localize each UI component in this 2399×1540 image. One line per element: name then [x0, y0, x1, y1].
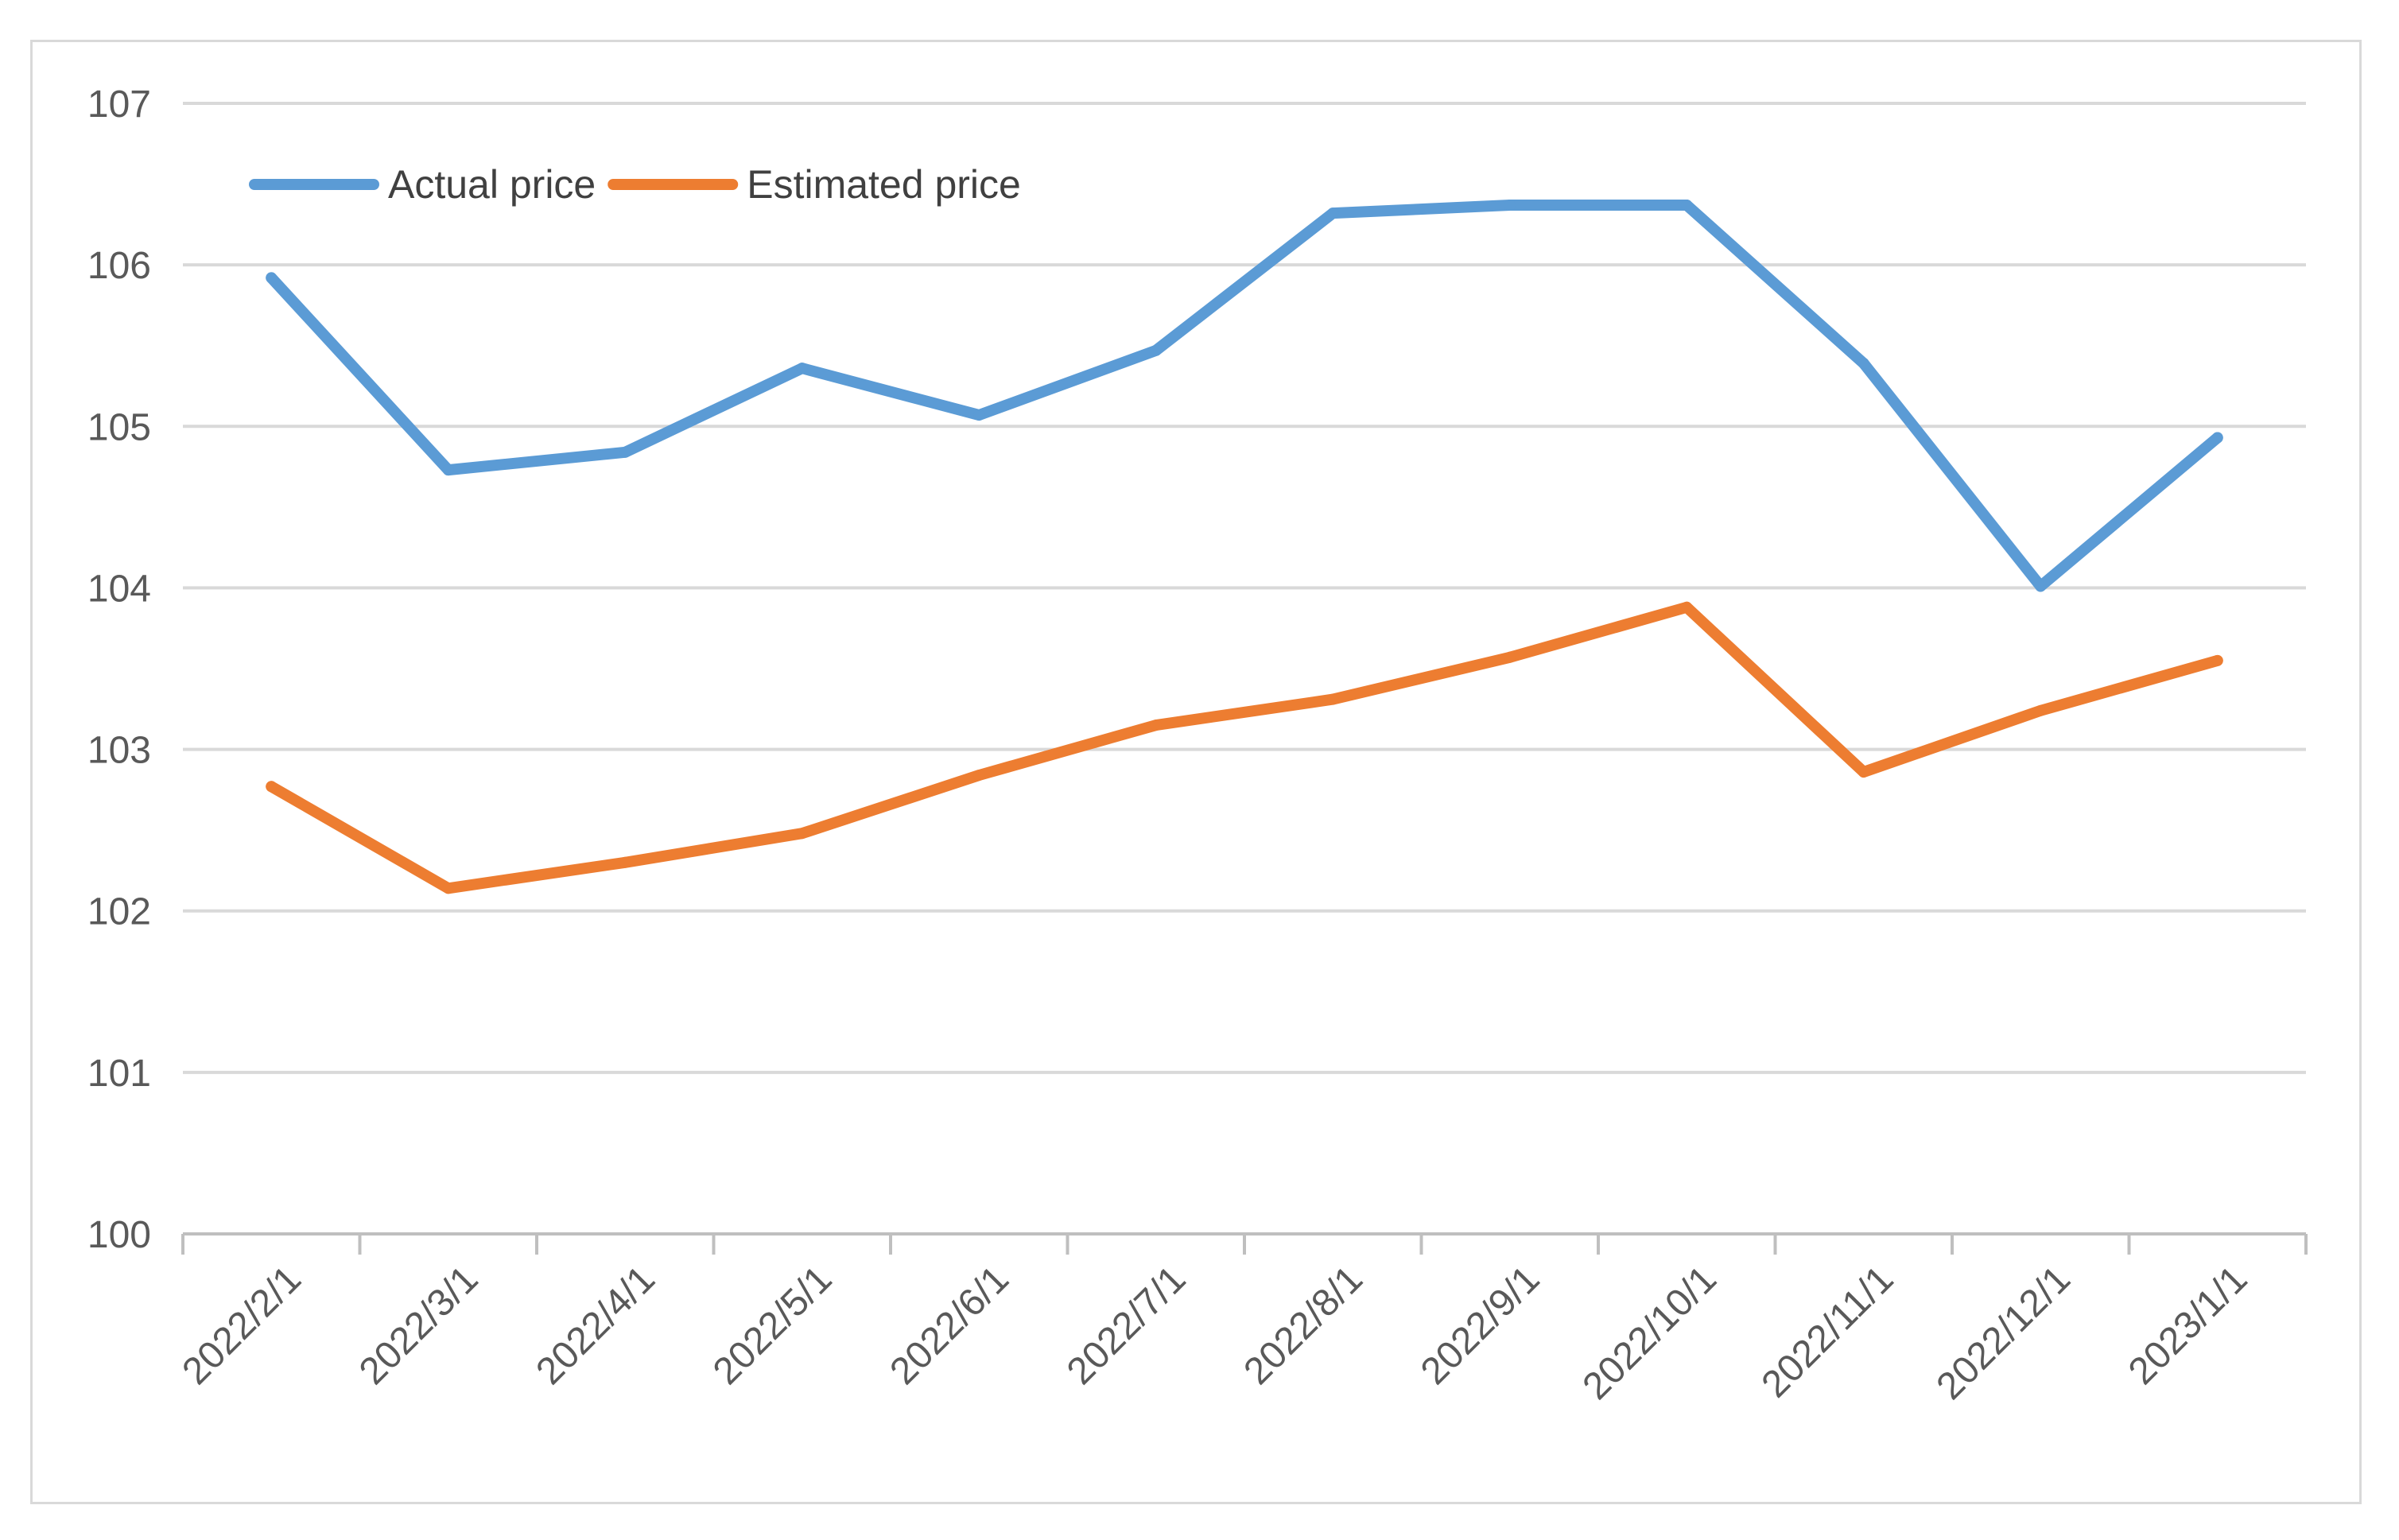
y-tick-label: 101	[87, 1053, 151, 1095]
legend-entry-estimated-price[interactable]: Estimated price	[608, 162, 1021, 207]
chart-frame	[30, 40, 2362, 1504]
data-point	[2211, 654, 2223, 666]
series-line-actual-price	[266, 199, 2223, 592]
x-tick-label: 2023/1/1	[2121, 1258, 2256, 1393]
x-tick-label: 2022/9/1	[1413, 1258, 1548, 1393]
data-point	[796, 363, 808, 374]
x-tick-label: 2022/10/1	[1575, 1258, 1725, 1407]
data-point	[266, 781, 278, 793]
x-tick-label: 2022/2/1	[174, 1258, 309, 1393]
x-tick-label: 2022/7/1	[1059, 1258, 1194, 1393]
data-point	[1327, 208, 1339, 219]
data-point	[1504, 199, 1516, 211]
legend-label: Actual price	[388, 162, 596, 207]
data-point	[442, 464, 454, 476]
x-tick-label: 2022/8/1	[1236, 1258, 1371, 1393]
x-tick-label: 2022/4/1	[528, 1258, 663, 1393]
data-point	[619, 446, 631, 458]
data-point	[1150, 720, 1162, 731]
data-point	[796, 828, 808, 840]
x-tick-label: 2022/3/1	[351, 1258, 487, 1393]
data-point	[1327, 693, 1339, 705]
data-point	[1150, 344, 1162, 356]
data-point	[1857, 766, 1869, 778]
data-point	[442, 882, 454, 894]
data-point	[2035, 704, 2047, 716]
y-tick-label: 105	[87, 406, 151, 448]
y-axis-tick-labels: 100 101 102 103 104 105 106 107	[87, 83, 151, 1256]
x-tick-label: 2022/12/1	[1929, 1258, 2079, 1407]
legend-label: Estimated price	[747, 162, 1021, 207]
data-point	[2211, 432, 2223, 444]
y-tick-label: 107	[87, 83, 151, 126]
data-point	[1681, 601, 1693, 613]
data-point	[973, 409, 985, 421]
y-tick-label: 103	[87, 730, 151, 772]
x-tick-label: 2022/5/1	[705, 1258, 840, 1393]
series-lines	[266, 199, 2223, 894]
x-tick-label: 2022/6/1	[882, 1258, 1017, 1393]
x-tick-label: 2022/11/1	[1754, 1258, 1902, 1406]
legend-entry-actual-price[interactable]: Actual price	[249, 162, 596, 207]
y-tick-label: 100	[87, 1214, 151, 1256]
data-point	[266, 272, 278, 284]
x-axis	[181, 1232, 2308, 1255]
data-point	[1857, 358, 1869, 370]
legend[interactable]: Actual price Estimated price	[249, 162, 1021, 207]
data-point	[2035, 580, 2047, 592]
data-point	[619, 856, 631, 868]
data-point	[1681, 199, 1693, 211]
data-point	[1504, 651, 1516, 663]
y-tick-label: 106	[87, 245, 151, 287]
data-point	[973, 770, 985, 782]
series-line-estimated-price	[266, 601, 2223, 894]
gridlines	[183, 102, 2306, 1074]
y-tick-label: 104	[87, 568, 151, 610]
x-axis-tick-labels: 2022/2/1 2022/3/1 2022/4/1 2022/5/1 2022/6/1…	[174, 1258, 2255, 1407]
y-tick-label: 102	[87, 891, 151, 933]
